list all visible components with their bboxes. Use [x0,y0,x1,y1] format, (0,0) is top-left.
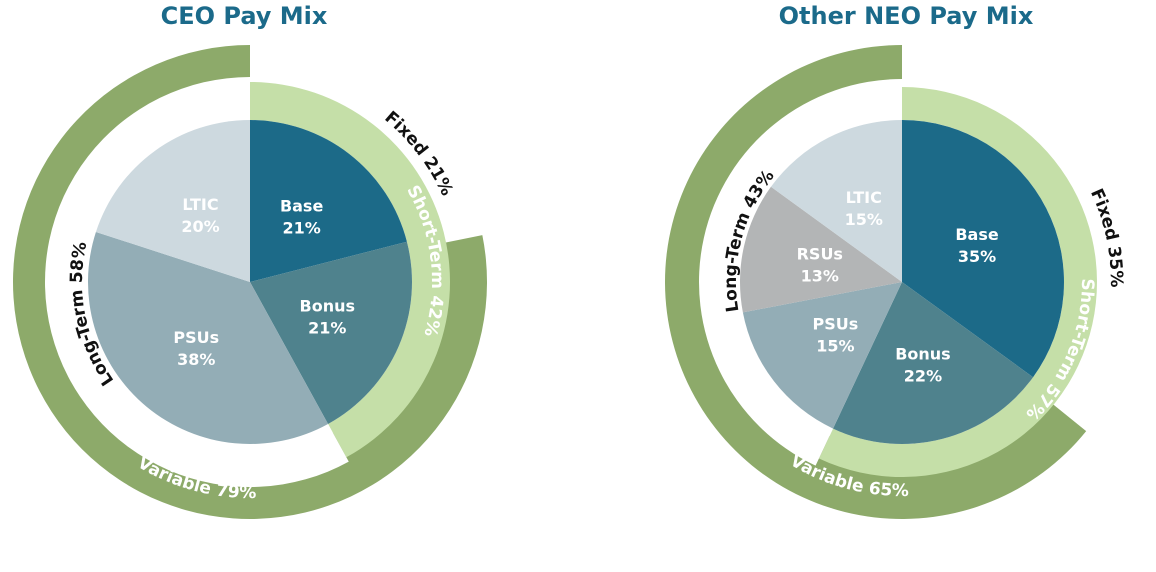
ring-arcs [664,45,1097,520]
pie-slice-ltic [770,120,902,282]
chart-title: CEO Pay Mix [161,2,328,30]
pie-slice-psus [742,282,902,429]
slice-value-label: 22% [904,367,942,386]
pie-slice-base [250,120,407,282]
pie-slice-ltic [95,120,251,282]
short-term-ring [250,82,451,458]
short-term-ring [818,87,1097,477]
slice-value-label: 35% [958,247,996,266]
slice-name-label: RSUs [797,245,843,264]
pie-slice-bonus [833,282,1034,444]
other-neo-pay-mix-chart: Other NEO Pay Mix Base 35% Bonus 22% PSUs 15%… [664,2,1126,520]
ceo-pay-mix-chart: CEO Pay Mix Base 21% Bonus 21% PSUs 38% LTIC 20… [12,2,488,519]
slice-name-label: LTIC [846,188,882,207]
slice-name-label: PSUs [173,328,219,347]
slice-value-label: 38% [177,350,215,369]
pie-slice-bonus [250,241,412,424]
long-term-ring [698,79,902,466]
pie-slice-base [902,120,1064,378]
slice-value-label: 15% [816,337,854,356]
slice-name-label: Base [955,225,999,244]
pie: Base 21% Bonus 21% PSUs 38% LTIC 20% [87,120,412,444]
slice-value-label: 20% [181,217,219,236]
pie-slice-rsus [739,186,902,313]
slice-value-label: 13% [801,267,839,286]
slice-name-label: Base [280,196,324,215]
slice-value-label: 15% [845,210,883,229]
slice-value-label: 21% [308,318,346,337]
slice-value-label: 21% [282,218,320,237]
slice-name-label: LTIC [182,195,218,214]
long-term-ring [44,77,349,487]
slice-name-label: Bonus [895,345,951,364]
slice-name-label: PSUs [813,315,859,334]
chart-title: Other NEO Pay Mix [779,2,1034,30]
pie-slice-psus [87,231,329,444]
ring-arcs [12,45,488,519]
slice-name-label: Bonus [300,296,356,315]
